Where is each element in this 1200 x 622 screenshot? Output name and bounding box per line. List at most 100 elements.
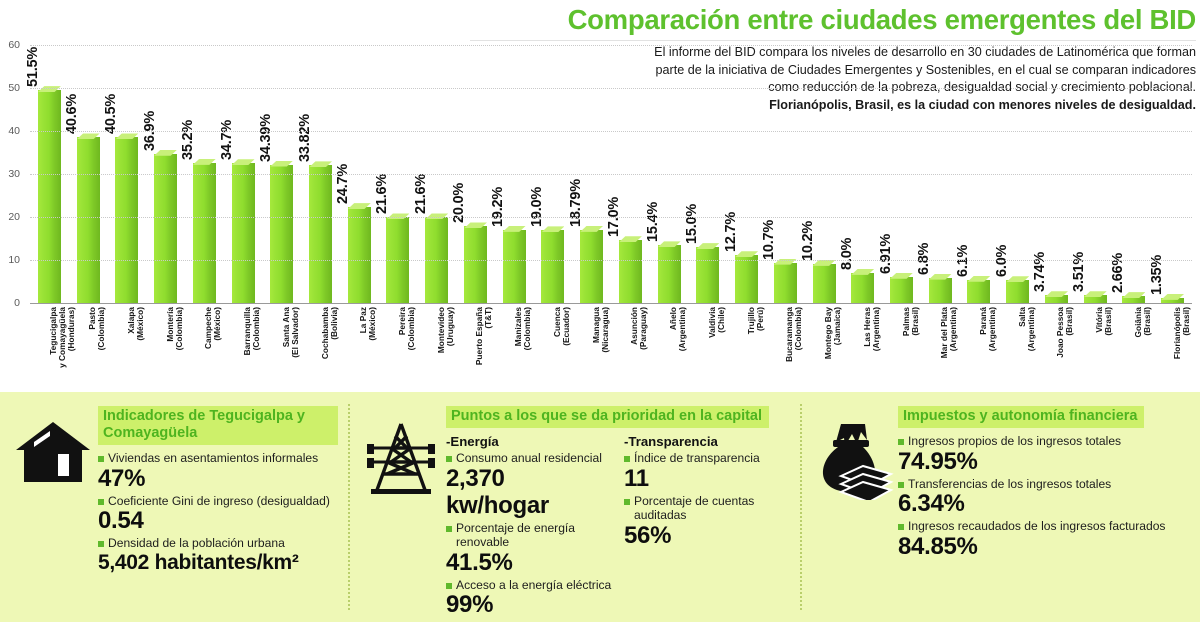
x-axis-tick-label: Pasto (Colombia) [87, 307, 107, 351]
chart-bar-face [541, 230, 565, 303]
chart-bar-face [580, 229, 604, 303]
chart-bar-cell[interactable]: 6.0% [994, 45, 1037, 303]
chart-bar-face [37, 90, 61, 303]
chart-category-cell: Pereira (Colombia) [379, 305, 418, 391]
chart-bar-cell[interactable]: 6.1% [955, 45, 999, 303]
chart-bar-cell[interactable]: 40.6% [64, 45, 108, 303]
chart-bar[interactable]: 51.5% [25, 47, 61, 303]
chart-bar-cell[interactable]: 15.0% [684, 45, 727, 303]
chart-bar[interactable]: 10.7% [761, 219, 797, 303]
chart-bar-top-cap [580, 225, 604, 232]
chart-bar-cell[interactable]: 34.39% [258, 45, 301, 303]
item-value: 99% [446, 591, 494, 618]
chart-bar[interactable]: 35.2% [180, 120, 216, 303]
chart-bar[interactable]: 15.0% [684, 204, 720, 303]
chart-bar-top-cap [696, 243, 720, 250]
chart-bar-cell[interactable]: 1.35% [1149, 45, 1192, 303]
chart-plot-area: 51.5% 40.6% 40.5% 36.9% 35.2% 34.7% 34.39% 33.8… [8, 39, 1192, 309]
bullet-square-icon [446, 456, 452, 462]
x-axis-tick-label: Managua (Nicaragua) [590, 307, 610, 353]
chart-category-cell: Goiânia (Brasil) [1115, 305, 1154, 391]
chart-bar[interactable]: 24.7% [335, 164, 371, 303]
chart-bar-cell[interactable]: 6.91% [878, 45, 921, 303]
chart-bar[interactable]: 6.0% [994, 245, 1030, 303]
chart-bar-cell[interactable]: 10.7% [761, 45, 805, 303]
chart-bar-face [154, 153, 178, 303]
chart-bar[interactable]: 18.79% [568, 179, 604, 303]
chart-category-cell: Xalapa (México) [107, 305, 146, 391]
chart-bar-cell[interactable]: 3.51% [1071, 45, 1115, 303]
chart-bar[interactable]: 19.0% [529, 187, 565, 303]
chart-bar[interactable]: 3.74% [1032, 252, 1068, 303]
chart-bar[interactable]: 17.0% [606, 197, 642, 303]
chart-bars: 51.5% 40.6% 40.5% 36.9% 35.2% 34.7% 34.39% 33.8… [25, 45, 1192, 303]
chart-bar-cell[interactable]: 10.2% [800, 45, 844, 303]
chart-bar[interactable]: 6.91% [878, 234, 914, 303]
chart-bar-top-cap [502, 225, 526, 232]
chart-bar-cell[interactable]: 33.82% [297, 45, 340, 303]
chart-bar[interactable]: 19.2% [490, 187, 526, 303]
chart-bar[interactable]: 20.0% [451, 183, 487, 303]
column-subhead: -Energía [446, 434, 499, 449]
chart-bar-top-cap [192, 158, 216, 165]
chart-bar[interactable]: 12.7% [723, 212, 759, 303]
panel-priorities: Puntos a los que se da prioridad en la c… [348, 392, 800, 622]
x-axis-tick-label: Trujillo (Perú) [745, 307, 765, 335]
chart-bar-cell[interactable]: 20.0% [451, 45, 495, 303]
chart-bar-cell[interactable]: 34.7% [219, 45, 263, 303]
chart-bar[interactable]: 34.39% [258, 114, 294, 303]
x-axis-tick-label: Palmas (Brasil) [900, 307, 920, 337]
chart-bar[interactable]: 1.35% [1149, 255, 1185, 303]
chart-bar[interactable]: 3.51% [1071, 252, 1107, 303]
chart-bar[interactable]: 40.5% [103, 94, 139, 303]
chart-bar[interactable]: 6.8% [916, 242, 952, 303]
chart-bar-cell[interactable]: 8.0% [839, 45, 882, 303]
chart-bar-cell[interactable]: 19.0% [529, 45, 573, 303]
chart-bar[interactable]: 33.82% [297, 114, 332, 303]
chart-bar[interactable]: 34.7% [219, 120, 255, 303]
chart-bar-face [309, 165, 332, 303]
chart-bar-cell[interactable]: 51.5% [25, 45, 69, 303]
chart-bar-cell[interactable]: 24.7% [335, 45, 379, 303]
chart-bar[interactable]: 10.2% [800, 221, 836, 303]
chart-bar-cell[interactable]: 3.74% [1032, 45, 1076, 303]
chart-bar-cell[interactable]: 2.66% [1110, 45, 1154, 303]
chart-bar-cell[interactable]: 18.79% [568, 45, 611, 303]
chart-category-cell: Asunción (Paraguay) [611, 305, 650, 391]
y-axis-tick-label: 50 [8, 82, 20, 94]
list-item: Ingresos recaudados de los ingresos fact… [898, 519, 1190, 534]
chart-bar-value-label: 6.0% [993, 244, 1010, 278]
y-axis-tick-label: 20 [8, 211, 20, 223]
chart-bar-top-cap [812, 259, 836, 266]
chart-category-cell: Florianópolis (Brasil) [1153, 305, 1192, 391]
item-value: 74.95% [898, 447, 978, 475]
chart-bar-cell[interactable]: 40.5% [103, 45, 146, 303]
chart-bar[interactable]: 36.9% [142, 111, 178, 303]
bullet-square-icon [98, 456, 104, 462]
item-value: 41.5% [446, 548, 513, 576]
bullet-square-icon [898, 524, 904, 530]
chart-bar-cell[interactable]: 35.2% [180, 45, 224, 303]
chart-bar-cell[interactable]: 17.0% [606, 45, 650, 303]
panel-taxes: Impuestos y autonomía financiera Ingreso… [800, 392, 1200, 622]
x-axis-tick-label: Campeche (México) [203, 307, 223, 349]
chart-bar[interactable]: 2.66% [1110, 253, 1146, 303]
chart-category-cell: La Paz (México) [340, 305, 379, 391]
chart-bar-cell[interactable]: 19.2% [490, 45, 534, 303]
chart-bar[interactable]: 15.4% [645, 202, 681, 303]
chart-bar-value-label: 15.0% [683, 203, 700, 245]
money-bag-icon [810, 406, 896, 614]
chart-category-cell: Tegucigalpa y Comayagüela (Honduras) [30, 305, 76, 391]
chart-bar-face [657, 245, 681, 303]
chart-bar-cell[interactable]: 36.9% [142, 45, 185, 303]
item-value: 6.34% [898, 490, 965, 517]
chart-bar-value-label: 40.5% [102, 94, 119, 135]
chart-bar[interactable]: 8.0% [839, 238, 875, 303]
chart-bar-face [1006, 280, 1030, 303]
chart-bar-cell[interactable]: 6.8% [916, 45, 960, 303]
chart-bar-cell[interactable]: 12.7% [723, 45, 766, 303]
chart-bar[interactable]: 6.1% [955, 245, 991, 303]
x-axis-tick-label: Florianópolis (Brasil) [1171, 307, 1191, 360]
chart-bar[interactable]: 40.6% [64, 94, 100, 303]
chart-bar-cell[interactable]: 15.4% [645, 45, 689, 303]
